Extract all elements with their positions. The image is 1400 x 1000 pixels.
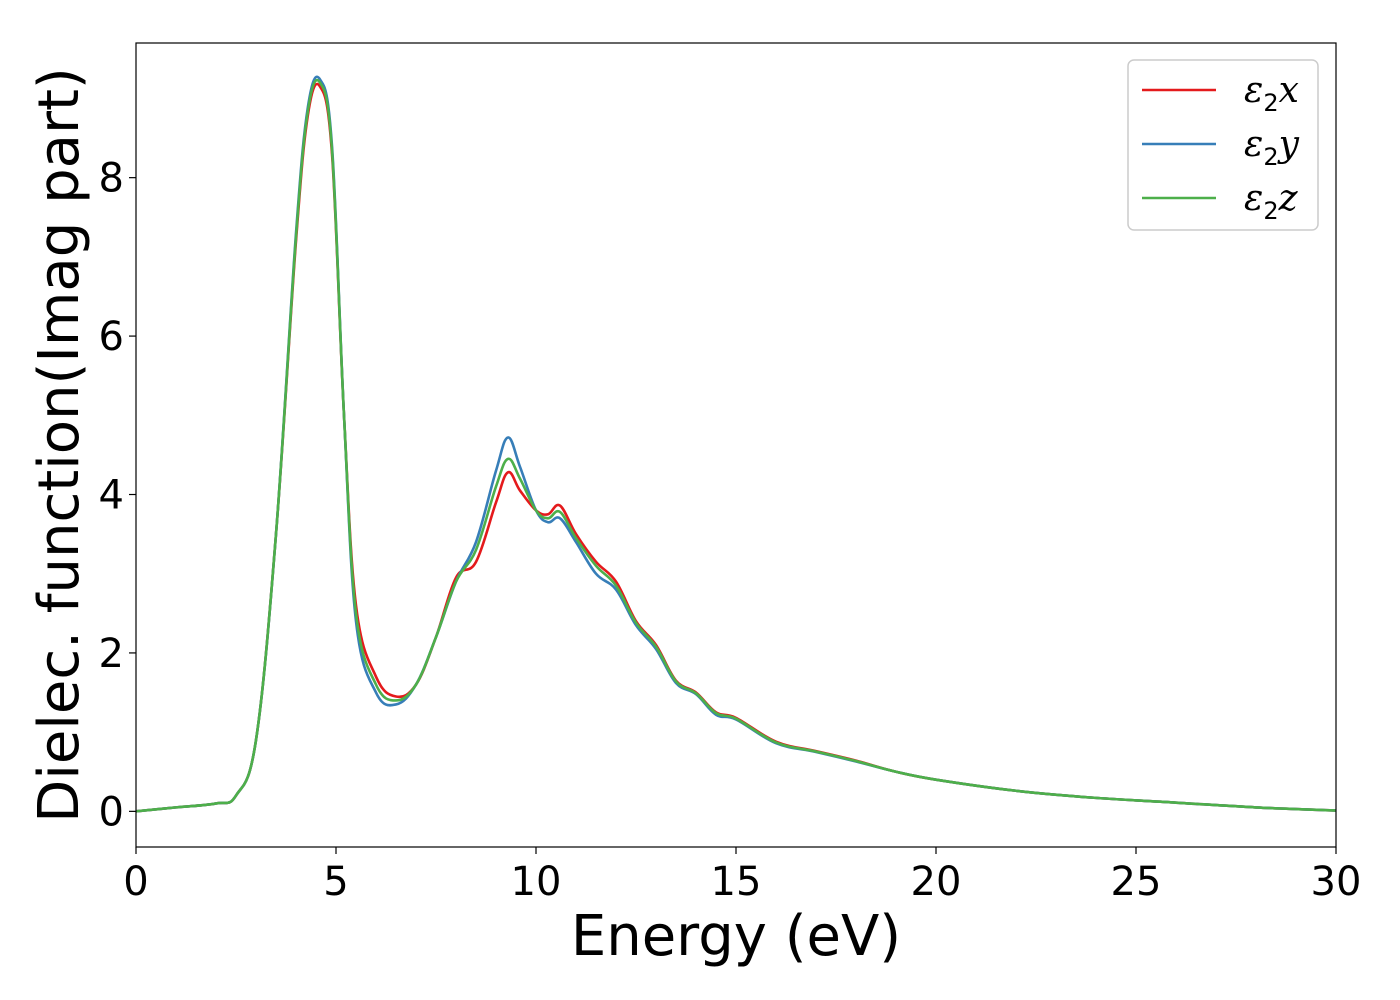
y-tick-label: 4 (99, 473, 124, 519)
x-tick-label: 15 (711, 859, 762, 905)
legend-label: ε2z (1244, 178, 1299, 225)
x-tick-label: 30 (1311, 859, 1362, 905)
y-tick-label: 0 (99, 789, 124, 835)
legend-suffix: y (1277, 124, 1300, 165)
x-tick-label: 20 (911, 859, 962, 905)
legend-item: ε2x (1142, 70, 1299, 117)
legend-subscript: 2 (1263, 143, 1278, 171)
legend-symbol: ε (1244, 70, 1263, 111)
legend-symbol: ε (1244, 178, 1263, 219)
legend-subscript: 2 (1263, 197, 1278, 225)
y-tick-label: 6 (99, 314, 124, 360)
series-layer (136, 75, 1336, 813)
legend-box (1127, 59, 1319, 231)
x-tick-label: 25 (1111, 859, 1162, 905)
y-tick-label: 8 (99, 156, 124, 202)
legend-label: ε2x (1244, 70, 1299, 117)
x-axis-title: Energy (eV) (571, 904, 901, 969)
legend-item: ε2z (1142, 178, 1299, 225)
legend-symbol: ε (1244, 124, 1263, 165)
x-tick-label: 0 (123, 859, 148, 905)
legend-item: ε2y (1142, 124, 1300, 171)
series-line-z (136, 78, 1336, 813)
legend-subscript: 2 (1263, 89, 1278, 117)
x-axis: 0 5 10 15 20 25 30 (123, 847, 1361, 905)
legend-label: ε2y (1244, 124, 1300, 171)
legend-suffix: x (1279, 70, 1299, 111)
x-tick-label: 10 (511, 859, 562, 905)
legend-suffix: z (1278, 178, 1299, 219)
x-tick-label: 5 (323, 859, 348, 905)
y-axis: 0 2 4 6 8 (99, 156, 136, 835)
y-axis-title: Dielec. function(Imag part) (27, 67, 92, 823)
y-tick-label: 2 (99, 631, 124, 677)
